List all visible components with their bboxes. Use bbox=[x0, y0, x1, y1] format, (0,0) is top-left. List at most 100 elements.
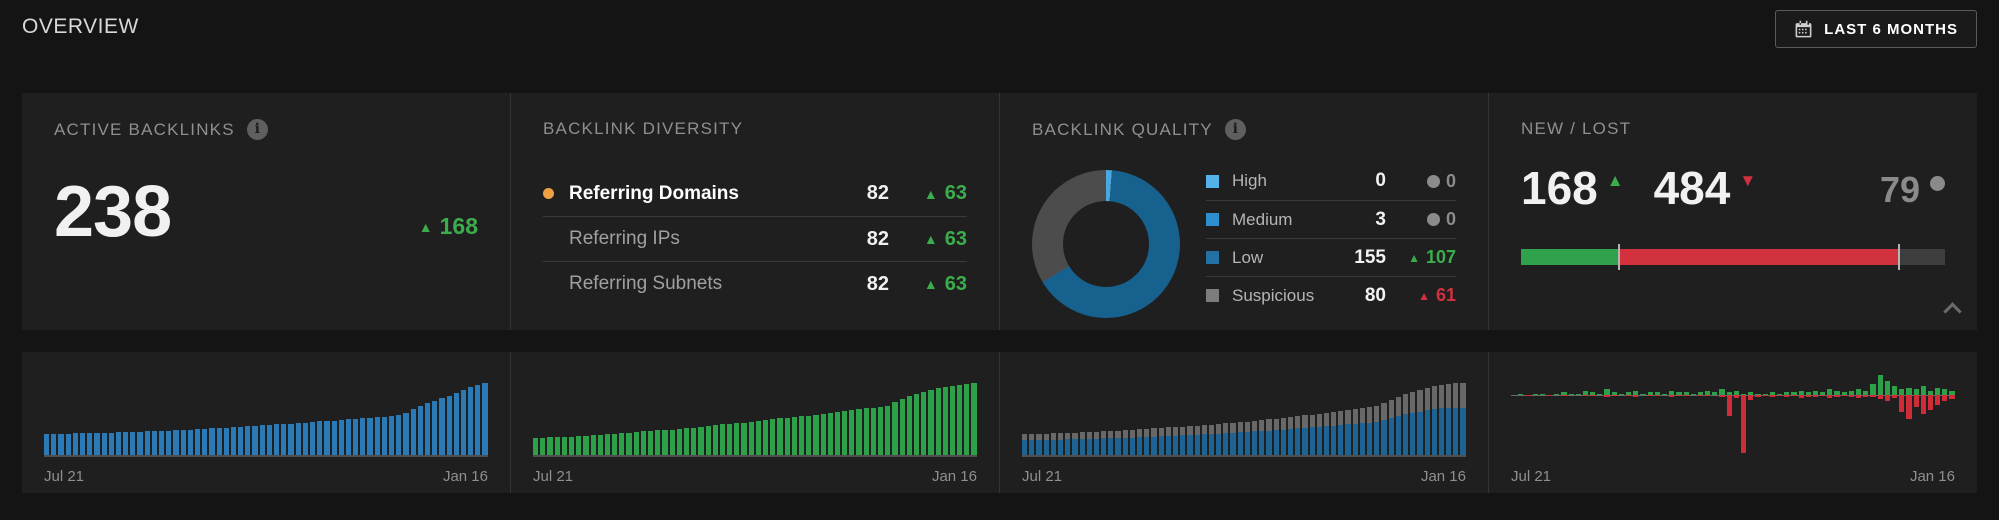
bar-down bbox=[1776, 395, 1783, 396]
date-range-button[interactable]: LAST 6 MONTHS bbox=[1775, 10, 1977, 48]
bar bbox=[856, 409, 862, 455]
bar-segment-Low bbox=[1252, 431, 1258, 455]
diverging-slot bbox=[1741, 371, 1747, 455]
bar-segment-Low bbox=[1043, 440, 1049, 455]
diverging-slot bbox=[1755, 371, 1761, 455]
diverging-slot bbox=[1582, 371, 1589, 455]
stacked-bar bbox=[1172, 383, 1179, 455]
bar-segment-Suspicious bbox=[1115, 430, 1121, 439]
bar-segment-Suspicious bbox=[1172, 427, 1179, 436]
bar-segment-Low bbox=[1072, 439, 1078, 455]
bar-down bbox=[1654, 395, 1660, 396]
dot-icon bbox=[1426, 174, 1440, 188]
diverging-slot bbox=[1654, 371, 1660, 455]
legend-swatch bbox=[1206, 251, 1219, 264]
bar-up bbox=[1590, 392, 1596, 395]
stacked-bar bbox=[1165, 383, 1171, 455]
stacked-bar bbox=[1122, 383, 1128, 455]
diverging-slot bbox=[1575, 371, 1581, 455]
diverging-slot bbox=[1798, 371, 1804, 455]
bar bbox=[137, 431, 143, 455]
delta-value: 107 bbox=[1425, 247, 1456, 267]
diverging-slot bbox=[1546, 371, 1553, 455]
bar bbox=[763, 419, 769, 455]
info-icon[interactable]: i bbox=[246, 119, 268, 140]
bar bbox=[180, 429, 186, 455]
quality-legend-row[interactable]: High 0 0 bbox=[1206, 162, 1456, 200]
bar bbox=[187, 429, 193, 455]
bar-segment-Low bbox=[1158, 436, 1164, 455]
bar-segment-Low bbox=[1287, 428, 1294, 455]
bar bbox=[870, 407, 876, 455]
diverging-slot bbox=[1820, 371, 1826, 455]
bar-down bbox=[1546, 395, 1553, 396]
bar-segment-Low bbox=[1280, 429, 1286, 455]
quality-legend-row[interactable]: Low 155 ▲ 107 bbox=[1206, 238, 1456, 276]
bar-segment-Low bbox=[1187, 435, 1193, 455]
panel-title: ACTIVE BACKLINKS bbox=[54, 119, 235, 139]
bar bbox=[604, 433, 611, 455]
bar-segment-Low bbox=[1108, 438, 1114, 455]
bar-segment-Low bbox=[1395, 415, 1401, 455]
bar bbox=[878, 406, 884, 455]
bar-segment-Suspicious bbox=[1295, 416, 1301, 429]
bar-segment-Suspicious bbox=[1065, 432, 1071, 440]
bar bbox=[374, 417, 380, 455]
stacked-bar bbox=[1093, 383, 1100, 455]
bar-down bbox=[1920, 395, 1926, 415]
bar-segment-Suspicious bbox=[1194, 425, 1200, 435]
bar-segment-Suspicious bbox=[1323, 412, 1330, 427]
stacked-bar bbox=[1280, 383, 1286, 455]
bar-up bbox=[1913, 389, 1919, 395]
bar-down bbox=[1820, 395, 1826, 396]
bar bbox=[230, 427, 237, 455]
bar-segment-Suspicious bbox=[1101, 431, 1107, 439]
x-label-start: Jul 21 bbox=[533, 468, 574, 485]
bar-segment-Low bbox=[1345, 424, 1351, 455]
bar-segment-Low bbox=[1410, 412, 1416, 455]
bar-segment-Low bbox=[1374, 421, 1380, 455]
bar bbox=[676, 428, 682, 455]
bar-segment-Low bbox=[1367, 422, 1373, 455]
diversity-row[interactable]: Referring IPs 82 ▲ 63 bbox=[543, 216, 967, 261]
diversity-row[interactable]: Referring Subnets 82 ▲ 63 bbox=[543, 261, 967, 306]
bar-segment-Suspicious bbox=[1122, 430, 1128, 438]
diverging-slot bbox=[1899, 371, 1905, 455]
bar-segment-Low bbox=[1086, 439, 1092, 455]
stacked-bar bbox=[1180, 383, 1186, 455]
stacked-bar bbox=[1424, 383, 1430, 455]
bar-segment-Low bbox=[1137, 437, 1143, 455]
bar-up bbox=[1935, 387, 1941, 395]
page-title: OVERVIEW bbox=[22, 15, 139, 38]
bar bbox=[302, 422, 308, 455]
bar bbox=[547, 437, 553, 455]
bar-down bbox=[1784, 395, 1790, 397]
bar-up bbox=[1884, 380, 1890, 395]
bar-segment-Low bbox=[1352, 423, 1358, 455]
bar bbox=[130, 432, 136, 455]
bar-segment-Suspicious bbox=[1129, 429, 1135, 438]
delta-value: 63 bbox=[944, 182, 967, 204]
stacked-bar bbox=[1050, 383, 1056, 455]
bar bbox=[691, 427, 697, 455]
x-label-end: Jan 16 bbox=[1909, 468, 1955, 485]
bar-up bbox=[1604, 389, 1610, 395]
bar-up bbox=[1762, 393, 1768, 395]
diversity-row[interactable]: Referring Domains 82 ▲ 63 bbox=[543, 171, 967, 216]
bar bbox=[403, 412, 409, 455]
bar-segment-Low bbox=[1331, 425, 1337, 455]
bar-down bbox=[1762, 395, 1768, 396]
bar-down bbox=[1683, 395, 1689, 396]
info-icon[interactable]: i bbox=[1224, 119, 1246, 140]
bar-segment-Suspicious bbox=[1244, 421, 1250, 433]
bar bbox=[94, 432, 100, 455]
quality-legend-row[interactable]: Medium 3 0 bbox=[1206, 200, 1456, 238]
bar bbox=[913, 393, 920, 455]
bar-segment-Suspicious bbox=[1438, 384, 1445, 409]
quality-legend-row[interactable]: Suspicious 80 ▲ 61 bbox=[1206, 276, 1456, 314]
bar-chart bbox=[533, 383, 977, 455]
diverging-slot bbox=[1561, 371, 1567, 455]
stacked-bar bbox=[1079, 383, 1085, 455]
bar bbox=[583, 435, 589, 455]
bar-segment-Suspicious bbox=[1208, 424, 1215, 435]
